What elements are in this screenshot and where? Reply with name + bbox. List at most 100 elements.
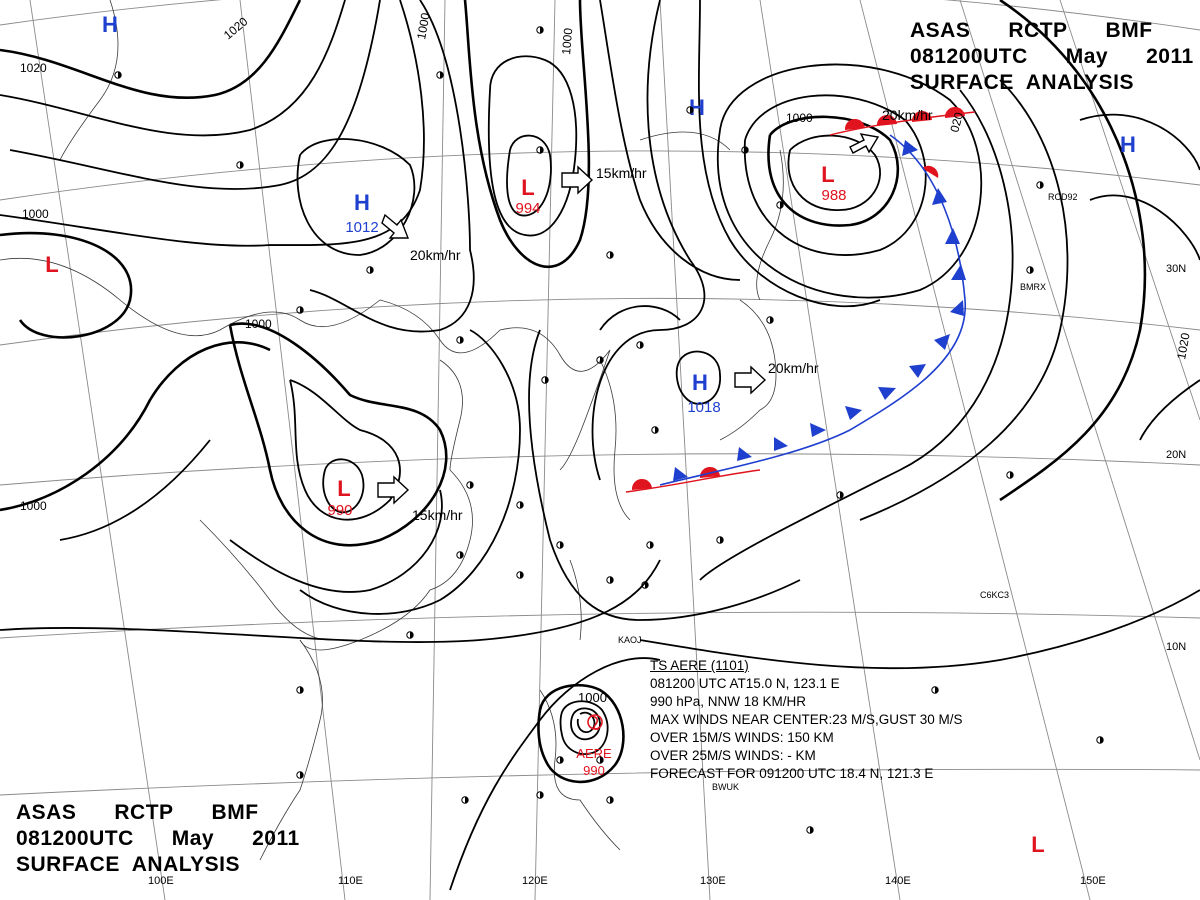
station-label: KAOJ [618,635,642,645]
isobar [570,707,601,741]
motion-speed-label: 20km/hr [882,107,933,123]
station-dot-fill [640,341,644,349]
station-dot-fill [460,336,464,344]
title-year: 2011 [252,827,300,850]
station-plots [114,26,1104,834]
typhoon-info-forecast: FORECAST FOR 091200 UTC 18.4 N, 121.3 E [650,766,934,781]
isobar [699,89,1014,581]
station-dot-fill [610,576,614,584]
station-dot-fill [610,251,614,259]
station-label: RCD92 [1048,192,1078,202]
typhoon-info-pressure: 990 hPa, NNW 18 KM/HR [650,694,807,709]
station-dot-fill [540,26,544,34]
isobar [1089,194,1200,261]
title-block-bottom-left: ASAS RCTP BMF 081200UTC May 2011 SURFACE… [16,800,300,878]
isobar [1139,379,1200,441]
typhoon-info-name: TS AERE (1101) [650,658,749,673]
isobar [0,0,425,247]
low-center-value: 990 [327,502,352,519]
isobar-label: 1000 [245,317,272,331]
title-year: 2011 [1146,45,1194,68]
isobar [0,559,661,643]
low-center-value: 994 [515,200,540,217]
isobar [463,0,591,269]
isobar-label: 1020 [221,14,251,42]
station-label: C6KC3 [980,590,1009,600]
isobar [289,379,401,521]
typhoon-icon [591,715,600,730]
pressure-centers: H 1012 L 994 L 988 H 1018 L 990 H H H L … [45,12,1136,857]
station-dot-fill [1010,471,1014,479]
station-dot-fill [1040,181,1044,189]
station-dot-fill [770,316,774,324]
title-agency: ASAS [910,19,971,42]
high-center-h: H [1120,132,1136,157]
station-label: BMRX [1020,282,1046,292]
isobar [59,439,211,541]
isobar [787,134,881,211]
isobar [599,305,681,331]
isobar [591,0,706,481]
movement-arrows [377,133,880,505]
isobar [859,79,1069,521]
title-block-top-right: ASAS RCTP BMF 081200UTC May 2011 SURFACE… [910,18,1194,96]
cold-front [659,134,966,486]
low-center-value: 988 [821,187,846,204]
isobar [717,63,983,299]
station-dot-fill [720,536,724,544]
low-center-l: L [821,162,834,187]
station-dot-fill [655,426,659,434]
isobar [506,134,552,217]
typhoon-info-position: 081200 UTC AT15.0 N, 123.1 E [650,676,840,691]
isobar-label: 1020 [1174,331,1192,360]
title-product: SURFACE ANALYSIS [910,71,1134,94]
isobar [1079,113,1200,171]
isobar [599,0,741,281]
isobar [528,329,801,621]
isobar [322,458,365,513]
isobar [0,231,133,339]
isobar-label: 1000 [578,690,607,705]
high-center-h: H [689,95,705,120]
latitude-label: 30N [1166,263,1186,275]
isobar-label: 1000 [559,27,575,55]
station-dot-fill [810,826,814,834]
isobar [309,0,475,333]
high-center-value: 1012 [345,219,378,236]
high-center-value: 1018 [687,399,720,416]
station-dot-fill [410,631,414,639]
longitude-label: 130E [700,875,726,887]
isobar [228,322,448,547]
title-month: May [171,827,215,850]
station-dot-fill [460,551,464,559]
isobar [999,0,1147,502]
typhoon-info-box: TS AERE (1101) 081200 UTC AT15.0 N, 123.… [650,657,963,783]
movement-arrow-icon [377,475,410,505]
movement-arrow-icon [561,165,594,195]
station-dot-fill [465,796,469,804]
isobar [9,0,381,190]
station-label: BWUK [712,782,739,792]
title-agency: ASAS [16,801,77,824]
station-dot-fill [1030,266,1034,274]
station-dot-fill [118,71,122,79]
motion-speed-label: 20km/hr [410,247,461,263]
isobar-label: 1000 [414,11,432,40]
longitude-label: 100E [148,875,174,887]
station-dot-fill [600,756,604,764]
title-office: BMF [1105,19,1153,42]
low-center-l: L [337,476,350,501]
station-dot-fill [540,146,544,154]
station-labels: KAOJ BWUK C6KC3 BMRX RCD92 [618,192,1078,792]
station-dot-fill [300,306,304,314]
isobar-labels: 1020 1020 1000 1000 1000 1000 1000 1000 … [20,11,1193,705]
typhoon-name: AERE [576,746,612,761]
station-dot-fill [470,481,474,489]
isobar [537,683,625,784]
isobar [675,350,721,405]
isobar [767,115,900,227]
longitude-label: 150E [1080,875,1106,887]
station-dot-fill [780,201,784,209]
station-dot-fill [520,571,524,579]
